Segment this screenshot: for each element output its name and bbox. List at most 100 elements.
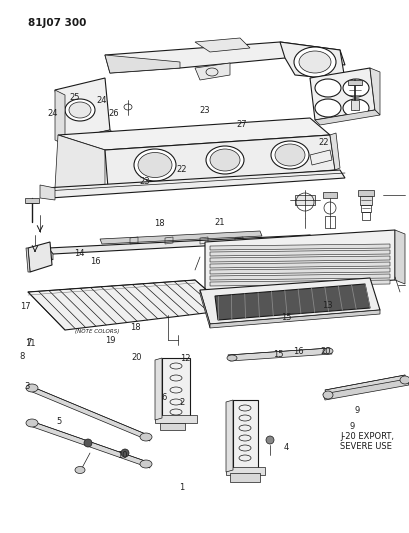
Polygon shape [160,423,185,430]
Text: 22: 22 [319,139,329,147]
Text: 15: 15 [281,313,292,321]
Ellipse shape [315,79,341,97]
Polygon shape [210,256,390,262]
Polygon shape [40,185,55,200]
Polygon shape [228,348,332,361]
Text: 9: 9 [349,422,354,431]
Ellipse shape [227,355,237,361]
Polygon shape [233,400,258,470]
Ellipse shape [343,99,369,117]
Text: 17: 17 [20,302,31,311]
Polygon shape [105,135,335,188]
Text: 24: 24 [47,109,58,118]
Text: 8: 8 [20,352,25,360]
Text: 22: 22 [176,165,187,174]
Text: 21: 21 [215,219,225,227]
Polygon shape [200,176,262,187]
Text: 3: 3 [24,382,29,391]
Polygon shape [26,248,30,272]
Polygon shape [348,80,362,85]
Text: 23: 23 [199,107,210,115]
Polygon shape [280,42,345,80]
Ellipse shape [69,102,91,118]
Polygon shape [28,385,150,441]
Polygon shape [323,192,337,198]
Ellipse shape [210,149,240,171]
Ellipse shape [294,47,336,77]
Ellipse shape [140,460,152,468]
Text: 1: 1 [180,483,184,492]
Text: 19: 19 [105,336,116,344]
Polygon shape [370,68,380,115]
Polygon shape [200,278,380,324]
Polygon shape [210,262,390,268]
Polygon shape [205,230,395,292]
Text: 4: 4 [284,443,289,452]
Ellipse shape [138,152,172,177]
Polygon shape [295,195,315,205]
Polygon shape [351,100,359,110]
Polygon shape [230,473,260,482]
Polygon shape [215,284,370,320]
Polygon shape [315,110,380,125]
Ellipse shape [275,144,305,166]
Polygon shape [55,78,110,140]
Ellipse shape [299,51,331,73]
Ellipse shape [206,146,244,174]
Text: 18: 18 [154,220,165,228]
Ellipse shape [315,99,341,117]
Polygon shape [323,379,409,400]
Text: 9: 9 [354,406,359,415]
Polygon shape [100,231,262,244]
Text: 11: 11 [25,340,36,348]
Text: 16: 16 [293,348,304,356]
Polygon shape [155,358,162,420]
Ellipse shape [26,384,38,392]
Text: J-20 EXPORT,
SEVERE USE: J-20 EXPORT, SEVERE USE [340,432,394,451]
Polygon shape [210,310,380,328]
Polygon shape [55,135,105,188]
Text: 15: 15 [273,350,283,359]
Text: 5: 5 [57,417,62,425]
Text: 24: 24 [96,96,107,104]
Polygon shape [358,190,374,196]
Ellipse shape [134,149,176,181]
Polygon shape [210,274,390,280]
Polygon shape [105,42,345,73]
Text: (NOTE COLORS): (NOTE COLORS) [75,329,119,335]
Polygon shape [226,400,233,472]
Polygon shape [210,280,390,286]
Polygon shape [200,290,210,328]
Text: 12: 12 [180,354,191,362]
Polygon shape [226,467,265,475]
Text: 20: 20 [132,353,142,361]
Text: 81J07 300: 81J07 300 [28,18,86,28]
Polygon shape [210,244,390,250]
Polygon shape [210,268,390,274]
Text: 18: 18 [130,323,140,332]
Text: 7: 7 [27,338,32,347]
Ellipse shape [343,79,369,97]
Polygon shape [155,415,197,423]
Ellipse shape [400,376,409,384]
Polygon shape [195,38,250,52]
Polygon shape [195,63,230,80]
Polygon shape [48,248,53,260]
Text: 14: 14 [74,249,85,257]
Text: 23: 23 [140,177,151,185]
Ellipse shape [65,99,95,121]
Polygon shape [28,420,150,468]
Polygon shape [45,170,345,198]
Ellipse shape [84,439,92,447]
Polygon shape [210,250,390,256]
Polygon shape [65,130,115,143]
Text: 6: 6 [161,393,166,401]
Polygon shape [395,230,405,284]
Polygon shape [105,55,180,73]
Ellipse shape [323,348,333,354]
Polygon shape [28,280,230,330]
Text: 16: 16 [90,257,101,265]
Text: 13: 13 [322,302,333,310]
Ellipse shape [271,141,309,169]
Ellipse shape [75,466,85,473]
